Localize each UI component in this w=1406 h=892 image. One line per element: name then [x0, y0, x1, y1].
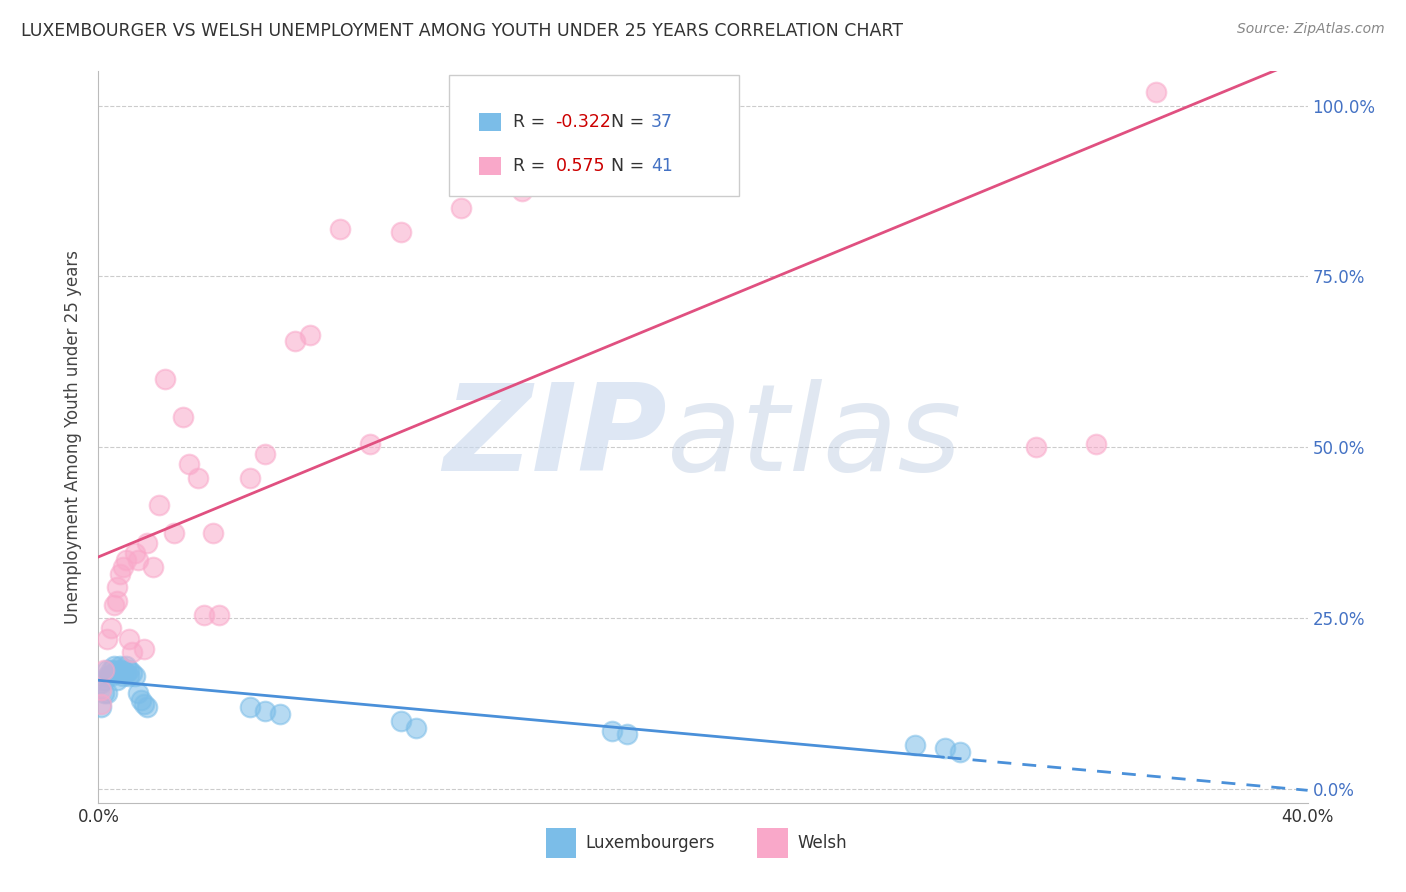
- Point: [132, 697, 155, 711]
- Point: [124, 669, 146, 683]
- Point: [121, 665, 143, 680]
- Point: [90, 683, 112, 698]
- FancyBboxPatch shape: [758, 829, 787, 858]
- Point: [616, 727, 638, 741]
- Point: [208, 607, 231, 622]
- Point: [239, 471, 262, 485]
- Text: Source: ZipAtlas.com: Source: ZipAtlas.com: [1237, 22, 1385, 37]
- Point: [105, 673, 128, 687]
- Point: [571, 136, 593, 150]
- Point: [299, 327, 322, 342]
- Point: [118, 669, 141, 683]
- Point: [284, 334, 307, 349]
- Point: [179, 458, 201, 472]
- Text: 41: 41: [651, 157, 673, 175]
- Point: [239, 700, 262, 714]
- Point: [187, 471, 209, 485]
- Point: [153, 372, 176, 386]
- FancyBboxPatch shape: [479, 157, 501, 175]
- Point: [1085, 437, 1108, 451]
- Text: N =: N =: [600, 112, 650, 131]
- Text: R =: R =: [513, 157, 557, 175]
- Point: [450, 201, 472, 215]
- Point: [1144, 85, 1167, 99]
- Point: [108, 566, 131, 581]
- Point: [111, 663, 134, 677]
- FancyBboxPatch shape: [546, 829, 576, 858]
- Point: [163, 525, 186, 540]
- Point: [108, 659, 131, 673]
- Point: [111, 669, 134, 683]
- Point: [904, 738, 927, 752]
- Point: [114, 659, 136, 673]
- Point: [93, 686, 115, 700]
- Point: [172, 409, 194, 424]
- Point: [360, 437, 382, 451]
- Point: [510, 184, 533, 198]
- Text: -0.322: -0.322: [555, 112, 612, 131]
- Y-axis label: Unemployment Among Youth under 25 years: Unemployment Among Youth under 25 years: [65, 250, 83, 624]
- Text: 37: 37: [651, 112, 673, 131]
- Point: [103, 665, 125, 680]
- Text: ZIP: ZIP: [443, 378, 666, 496]
- Point: [949, 745, 972, 759]
- Point: [127, 553, 149, 567]
- Point: [135, 536, 157, 550]
- Point: [100, 663, 122, 677]
- Point: [934, 741, 956, 756]
- Point: [100, 669, 122, 683]
- Point: [148, 499, 170, 513]
- Point: [202, 525, 225, 540]
- Text: Welsh: Welsh: [797, 834, 846, 852]
- Point: [121, 645, 143, 659]
- Text: atlas: atlas: [666, 378, 962, 496]
- Point: [127, 686, 149, 700]
- Point: [100, 622, 122, 636]
- Point: [105, 663, 128, 677]
- Point: [269, 706, 291, 721]
- Point: [105, 594, 128, 608]
- Point: [93, 663, 115, 677]
- Point: [96, 669, 118, 683]
- Point: [108, 665, 131, 680]
- Point: [631, 115, 654, 129]
- Point: [124, 546, 146, 560]
- Point: [114, 553, 136, 567]
- Point: [96, 632, 118, 646]
- Point: [329, 221, 352, 235]
- Point: [90, 700, 112, 714]
- Point: [93, 673, 115, 687]
- Point: [111, 560, 134, 574]
- Text: R =: R =: [513, 112, 551, 131]
- Point: [96, 686, 118, 700]
- Point: [389, 225, 412, 239]
- Point: [114, 665, 136, 680]
- Text: 0.575: 0.575: [555, 157, 605, 175]
- Point: [405, 721, 427, 735]
- Point: [253, 447, 276, 461]
- Point: [129, 693, 152, 707]
- Point: [118, 663, 141, 677]
- Point: [103, 659, 125, 673]
- Point: [103, 598, 125, 612]
- FancyBboxPatch shape: [449, 75, 740, 195]
- Point: [90, 676, 112, 690]
- Point: [602, 724, 624, 739]
- Point: [96, 663, 118, 677]
- Point: [132, 642, 155, 657]
- Text: LUXEMBOURGER VS WELSH UNEMPLOYMENT AMONG YOUTH UNDER 25 YEARS CORRELATION CHART: LUXEMBOURGER VS WELSH UNEMPLOYMENT AMONG…: [21, 22, 903, 40]
- Point: [105, 581, 128, 595]
- Point: [90, 697, 112, 711]
- Point: [135, 700, 157, 714]
- FancyBboxPatch shape: [479, 113, 501, 131]
- Point: [1024, 440, 1046, 454]
- Point: [193, 607, 215, 622]
- Point: [389, 714, 412, 728]
- Text: Luxembourgers: Luxembourgers: [586, 834, 716, 852]
- Text: N =: N =: [600, 157, 650, 175]
- Point: [118, 632, 141, 646]
- Point: [253, 704, 276, 718]
- Point: [142, 560, 165, 574]
